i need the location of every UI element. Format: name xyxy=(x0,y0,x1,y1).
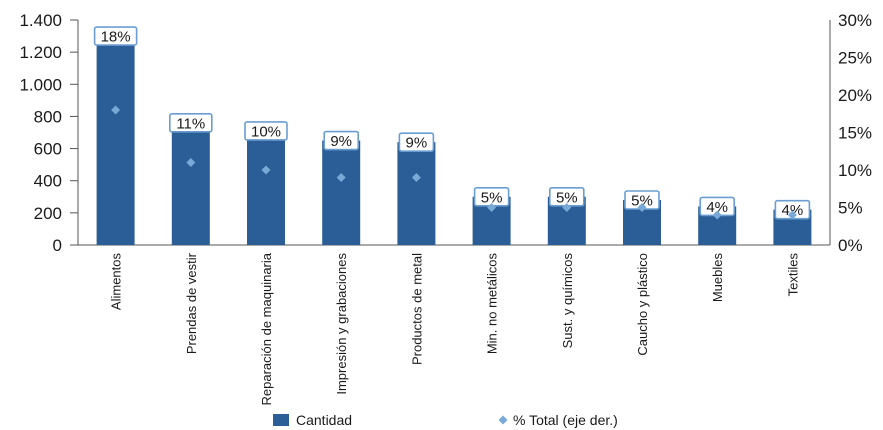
right-tick-label: 0% xyxy=(838,236,863,255)
left-tick-label: 0 xyxy=(53,236,62,255)
category-label: Productos de metal xyxy=(409,253,424,365)
pct-marker xyxy=(411,173,421,182)
data-label-box xyxy=(323,130,360,151)
pct-marker xyxy=(186,158,196,167)
data-label: 5% xyxy=(556,189,578,206)
pct-marker xyxy=(336,173,346,182)
bar xyxy=(397,142,436,245)
data-label-box xyxy=(93,26,138,46)
category-label: Sust. y químicos xyxy=(560,253,575,349)
left-tick-label: 200 xyxy=(34,204,62,223)
pct-marker xyxy=(111,105,121,115)
legend-swatch-bar xyxy=(273,414,289,426)
bar xyxy=(247,130,285,245)
data-label: 4% xyxy=(706,199,728,216)
right-tick-label: 25% xyxy=(838,49,872,68)
pct-marker xyxy=(261,165,271,175)
pct-marker xyxy=(712,210,722,220)
data-label-box xyxy=(244,121,288,141)
category-label: Impresión y grabaciones xyxy=(334,253,349,395)
legend-label: Cantidad xyxy=(296,412,352,428)
category-label: Caucho y plástico xyxy=(635,253,650,356)
data-label-box xyxy=(169,113,213,133)
bar xyxy=(171,122,210,245)
category-label: Min. no metálicos xyxy=(485,253,500,355)
left-tick-label: 1.000 xyxy=(19,75,62,94)
legend-label: % Total (eje der.) xyxy=(513,412,618,428)
right-tick-label: 20% xyxy=(838,86,872,105)
data-label: 9% xyxy=(330,133,352,150)
data-labels: 18%11%10%9%9%5%5%5%4%4% xyxy=(93,26,811,220)
left-tick-label: 400 xyxy=(34,172,62,191)
left-axis-ticks: 0 200 400 600 800 1.000 1.200 1.400 xyxy=(19,11,78,255)
legend: Cantidad % Total (eje der.) xyxy=(273,412,618,428)
pct-marker xyxy=(637,203,647,212)
legend-swatch-marker xyxy=(498,415,508,425)
data-label: 11% xyxy=(176,115,205,132)
bars xyxy=(96,36,812,246)
left-tick-label: 600 xyxy=(34,140,62,159)
pct-marker xyxy=(487,203,497,212)
right-tick-label: 5% xyxy=(838,199,863,218)
data-label: 5% xyxy=(481,189,503,206)
category-label: Prendas de vestir xyxy=(184,252,199,354)
right-axis-ticks: 0% 5% 10% 15% 20% 25% 30% xyxy=(838,11,872,255)
data-label: 5% xyxy=(631,193,653,210)
left-tick-label: 1.400 xyxy=(19,11,62,30)
bar xyxy=(322,140,361,245)
bar xyxy=(96,36,135,246)
data-label: 10% xyxy=(251,123,281,140)
data-label: 9% xyxy=(406,135,428,152)
left-tick-label: 800 xyxy=(34,107,62,126)
left-tick-label: 1.200 xyxy=(19,43,62,62)
data-label: 18% xyxy=(101,29,131,46)
right-tick-label: 30% xyxy=(838,11,872,30)
pct-markers xyxy=(111,105,797,220)
category-label: Reparación de maquinaria xyxy=(259,252,274,405)
category-label: Textiles xyxy=(785,253,800,297)
category-labels: Alimentos Prendas de vestir Reparación de … xyxy=(109,252,801,405)
right-tick-label: 15% xyxy=(838,124,872,143)
pct-marker xyxy=(562,203,572,212)
pct-marker xyxy=(787,210,797,220)
right-tick-label: 10% xyxy=(838,161,872,180)
data-label-box xyxy=(398,132,435,152)
category-label: Muebles xyxy=(710,253,725,303)
category-label: Alimentos xyxy=(109,253,124,311)
